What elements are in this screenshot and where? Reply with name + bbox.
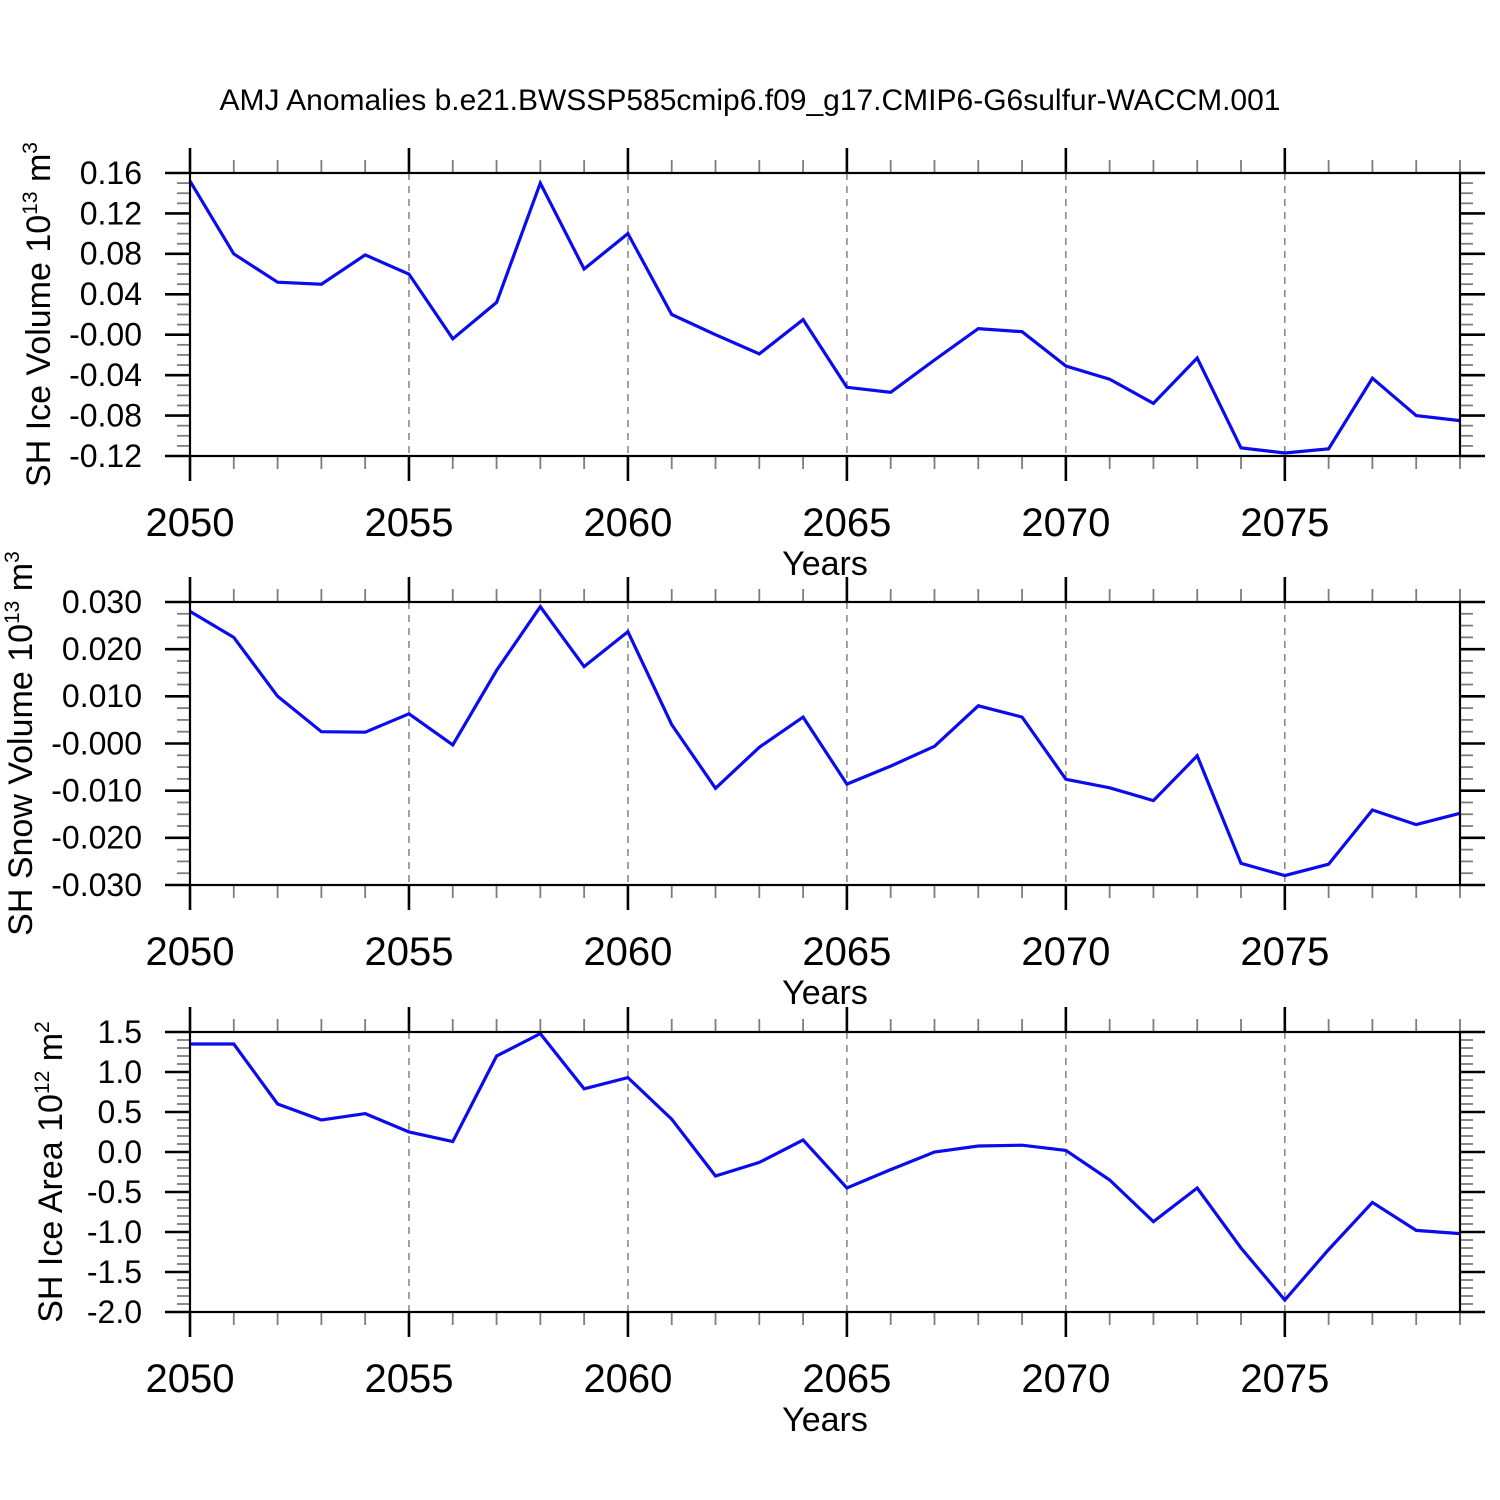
x-tick-labels: 2050 2055 2060 2065 2070 2075: [146, 930, 1330, 974]
y-axis-title: SH Snow Volume 1013 m3: [1, 551, 40, 936]
x-major-ticks: [188, 577, 1287, 910]
x-major-ticks: [188, 148, 1287, 481]
x-tick-label: 2060: [583, 1357, 672, 1401]
plot-frame: [188, 1030, 1462, 1314]
y-axis-title: SH Ice Area 1012 m2: [31, 1021, 70, 1323]
y-minor-ticks: [177, 1039, 1473, 1305]
x-tick-label: 2060: [583, 501, 672, 545]
y-tick-label: 0.08: [80, 236, 142, 272]
y-tick-label: 0.5: [98, 1094, 142, 1130]
y-tick-label: -0.00: [69, 317, 142, 353]
x-tick-label: 2070: [1021, 501, 1110, 545]
x-tick-label: 2050: [146, 501, 235, 545]
y-minor-ticks: [177, 182, 1473, 447]
x-tick-label: 2075: [1240, 501, 1329, 545]
chart-title: AMJ Anomalies b.e21.BWSSP585cmip6.f09_g1…: [219, 84, 1281, 117]
x-tick-label: 2065: [802, 1357, 891, 1401]
y-tick-labels: 0.030 0.020 0.010 -0.000 -0.010 -0.020 -0.030: [51, 584, 142, 903]
y-tick-label: 1.5: [98, 1014, 142, 1050]
y-tick-label: 0.04: [80, 276, 142, 312]
y-tick-label: 0.030: [62, 584, 142, 620]
x-tick-label: 2060: [583, 930, 672, 974]
y-major-ticks: [165, 600, 1485, 887]
y-tick-label: 0.16: [80, 155, 142, 191]
x-tick-label: 2050: [146, 930, 235, 974]
y-tick-label: -1.5: [87, 1254, 142, 1290]
x-minor-ticks: [232, 1019, 1461, 1325]
y-tick-label: -0.04: [69, 357, 142, 393]
x-axis-title: Years: [782, 1401, 868, 1439]
x-axis-title: Years: [782, 545, 868, 583]
y-tick-label: 0.020: [62, 631, 142, 667]
y-major-ticks: [165, 1030, 1485, 1314]
x-minor-ticks: [232, 589, 1461, 898]
y-tick-label: -0.030: [51, 867, 142, 903]
x-major-ticks: [188, 1007, 1287, 1337]
y-tick-label: -0.010: [51, 773, 142, 809]
x-axis-title: Years: [782, 974, 868, 1012]
x-tick-label: 2065: [802, 930, 891, 974]
plot-frame: [188, 600, 1462, 887]
x-tick-label: 2070: [1021, 930, 1110, 974]
y-axis-title: SH Ice Volume 1013 m3: [19, 142, 58, 487]
x-tick-label: 2075: [1240, 1357, 1329, 1401]
y-tick-label: -0.020: [51, 820, 142, 856]
y-tick-label: -0.08: [69, 397, 142, 433]
gridlines: [408, 602, 1286, 885]
y-tick-label: 0.12: [80, 195, 142, 231]
x-tick-label: 2070: [1021, 1357, 1110, 1401]
x-tick-labels: 2050 2055 2060 2065 2070 2075: [146, 1357, 1330, 1401]
x-tick-label: 2075: [1240, 930, 1329, 974]
y-tick-label: -2.0: [87, 1294, 142, 1330]
data-line-sh-ice-area: [190, 1031, 1461, 1303]
x-minor-ticks: [232, 160, 1461, 469]
plot-frame: [188, 171, 1462, 458]
data-line-sh-ice-volume: [188, 179, 1461, 455]
y-major-ticks: [165, 171, 1485, 458]
gridlines: [408, 173, 1286, 456]
y-tick-label: -0.000: [51, 725, 142, 761]
x-tick-label: 2065: [802, 501, 891, 545]
x-tick-label: 2055: [364, 501, 453, 545]
data-line-sh-snow-volume: [189, 603, 1461, 878]
panel-sh-snow-volume: 0.0300.0200.010-0.000-0.010-0.020-0.0302…: [1, 551, 1485, 1012]
y-minor-ticks: [177, 612, 1473, 875]
gridlines: [408, 1032, 1286, 1312]
x-tick-label: 2055: [364, 1357, 453, 1401]
y-tick-label: 0.0: [98, 1134, 142, 1170]
x-tick-label: 2050: [146, 1357, 235, 1401]
x-tick-label: 2055: [364, 930, 453, 974]
panel-sh-ice-volume: 0.16 0.12 0.08 0.04 -0.00 -0.04 -0.08 -0.122050…: [19, 142, 1485, 583]
y-tick-label: -0.5: [87, 1174, 142, 1210]
y-tick-labels: 1.5 1.0 0.5 0.0 -0.5 -1.0 -1.5 -2.0: [87, 1014, 142, 1330]
x-tick-labels: 2050 2055 2060 2065 2070 2075: [146, 501, 1330, 545]
y-tick-label: -0.12: [69, 438, 142, 474]
y-tick-label: 0.010: [62, 678, 142, 714]
y-tick-label: 1.0: [98, 1054, 142, 1090]
y-tick-labels: 0.16 0.12 0.08 0.04 -0.00 -0.04 -0.08 -0.12: [69, 155, 142, 474]
y-tick-label: -1.0: [87, 1214, 142, 1250]
